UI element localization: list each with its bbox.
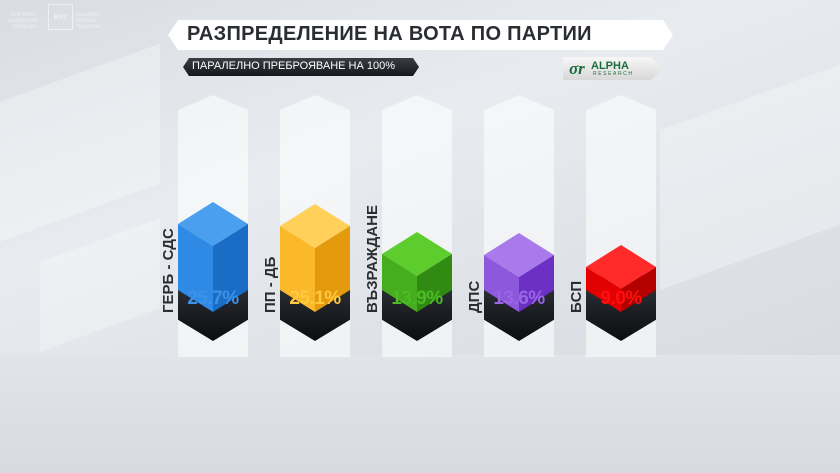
logo-text: БЪЛГАРСКА [10,12,36,17]
bar-value-label: 25.7% [187,288,239,309]
source-sub: RESEARCH [593,71,634,77]
chart-title: РАЗПРЕДЕЛЕНИЕ НА ВОТА ПО ПАРТИИ [187,23,592,45]
bar-cube [484,233,554,312]
background-shape [660,49,840,291]
bar-column: 25.1% ПП - ДБ [262,95,350,365]
logo-text: НАЦИОНАЛНА [8,18,38,23]
bar-column: 25.7% ГЕРБ - СДС [160,95,248,365]
party-label: ВЪЗРАЖДАНЕ [364,205,381,313]
bar-column: 13.9% ВЪЗРАЖДАНЕ [364,95,452,365]
bar-value-label: 9.0% [600,288,642,309]
logo-text: TELEVISION [76,24,100,29]
bar-column: 13.6% ДПС [466,95,554,365]
logo-center: БНТ [53,14,68,21]
bar-value-label: 25.1% [289,288,341,309]
logo-text: ТЕЛЕВИЗИЯ [12,24,37,29]
logo-text: NATIONAL [76,18,97,23]
bar-cube [586,245,656,312]
logo-text: BULGARIAN [76,12,100,17]
bar-column: 9.0% БСП [568,95,656,365]
bar-value-label: 13.6% [493,288,545,309]
party-label: ДПС [466,280,483,313]
logo-box [48,4,73,30]
alpha-research-icon: σr [569,59,585,78]
bar-value-label: 13.9% [391,288,443,309]
bar-cube [382,232,452,312]
source-name: ALPHA [591,60,629,72]
broadcaster-logo: БЪЛГАРСКА НАЦИОНАЛНА ТЕЛЕВИЗИЯ БНТ BULGA… [8,4,100,30]
title-banner [168,20,673,50]
floor [0,355,840,473]
party-label: ГЕРБ - СДС [160,228,177,313]
chart-subtitle: ПАРАЛЕЛНО ПРЕБРОЯВАНЕ НА 100% [192,60,396,72]
party-label: БСП [568,280,585,313]
bar-cube [280,204,350,312]
background-shape [40,218,160,352]
bar-cube [178,202,248,312]
party-label: ПП - ДБ [262,256,279,313]
source-logo: σr ALPHA RESEARCH [563,57,663,80]
background-shape [0,43,160,257]
subtitle-banner [183,58,419,76]
